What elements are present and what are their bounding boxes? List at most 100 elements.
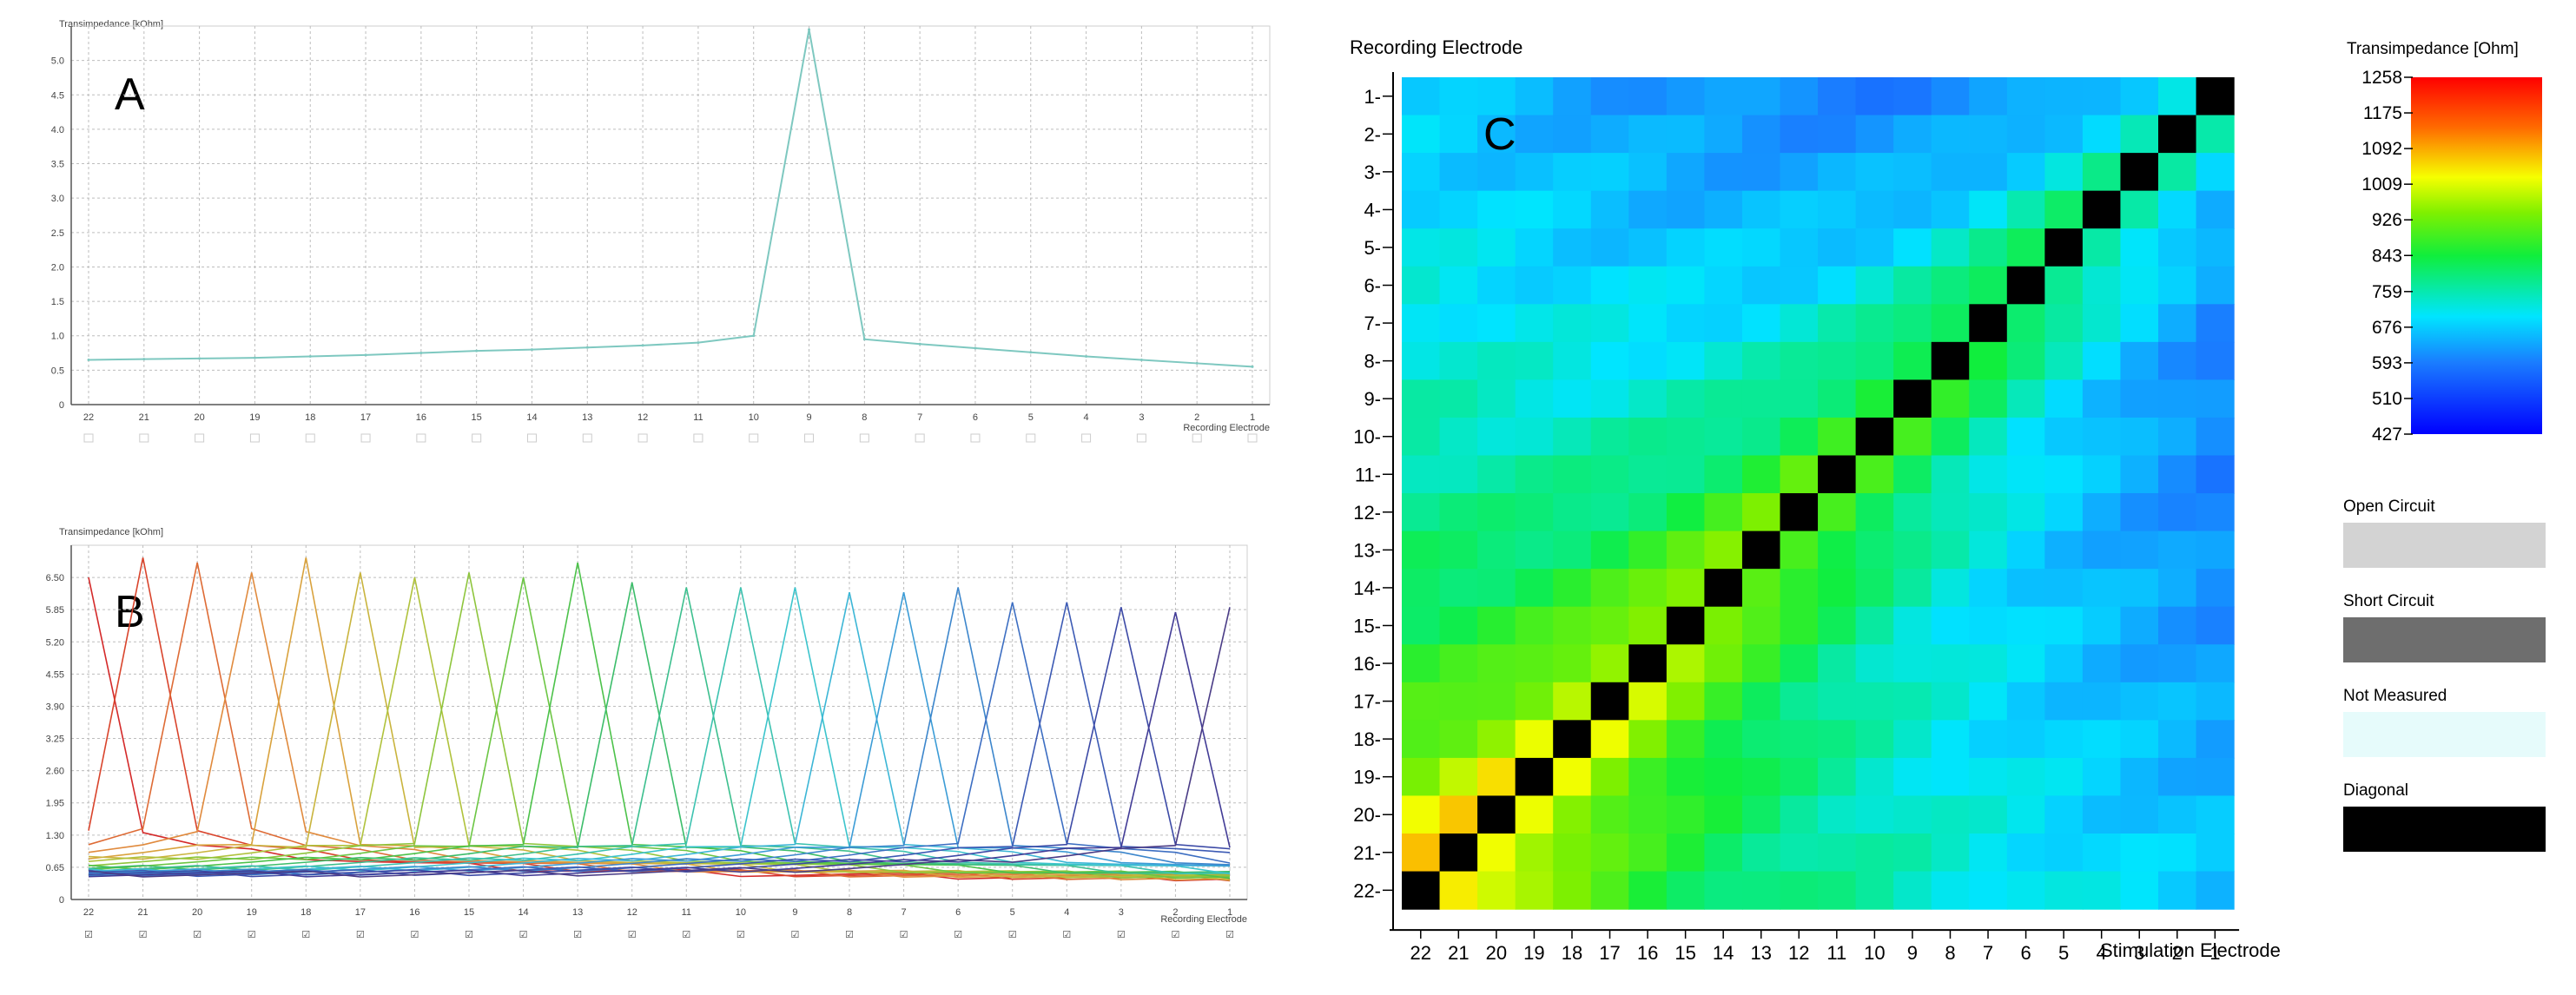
heatmap-cell: [1477, 720, 1516, 759]
heatmap-cell: [1590, 228, 1629, 267]
legend-swatch: [2343, 712, 2546, 757]
heatmap-cell: [1628, 379, 1668, 418]
legend-label: Short Circuit: [2343, 592, 2434, 610]
heatmap-cell: [1780, 379, 1819, 418]
x-tick-label: 4: [2097, 942, 2107, 964]
heatmap-cell: [1704, 266, 1743, 305]
heatmap-cell: [2120, 871, 2159, 910]
heatmap-cell: [1553, 115, 1592, 154]
heatmap-cell: [1628, 341, 1668, 380]
heatmap-cell: [1666, 795, 1705, 834]
data-point: [1029, 351, 1033, 354]
heatmap-cell: [1741, 871, 1781, 910]
series-line: [88, 572, 1231, 881]
heatmap-cell: [1590, 455, 1629, 494]
heatmap-cell: [1780, 682, 1819, 721]
heatmap-cell: [1666, 228, 1705, 267]
heatmap-cell: [1402, 115, 1441, 154]
heatmap-cell: [1969, 77, 2008, 116]
heatmap-cell: [2082, 115, 2122, 154]
x-tick-label: 3: [2134, 942, 2144, 964]
x-tick-label: 12: [637, 412, 648, 423]
heatmap-cell: [1439, 77, 1478, 116]
heatmap-cell: [1855, 682, 1894, 721]
x-tick-label: 8: [847, 907, 852, 918]
heatmap-cell: [1477, 455, 1516, 494]
heatmap-cell: [2120, 304, 2159, 343]
heatmap-cell: [2158, 190, 2197, 229]
heatmap-cell: [1515, 228, 1554, 267]
heatmap-cell: [1893, 417, 1932, 457]
heatmap-cell: [2120, 379, 2159, 418]
y-tick-label: 14-: [1353, 577, 1381, 599]
heatmap-cell: [2006, 153, 2045, 192]
heatmap-cell: [2158, 720, 2197, 759]
heatmap-cell: [1931, 228, 1970, 267]
y-tick-label: 2.5: [51, 228, 64, 239]
heatmap-cell: [1553, 228, 1592, 267]
series-line: [88, 607, 1231, 878]
heatmap-cell: [1818, 757, 1857, 797]
heatmap-cell: [2044, 153, 2084, 192]
heatmap-cell: [1704, 569, 1743, 608]
heatmap-cell: [1704, 871, 1743, 910]
heatmap-cell: [1855, 77, 1894, 116]
x-tick-label: 19: [1523, 942, 1544, 964]
heatmap-cell: [1931, 493, 1970, 532]
heatmap-cell: [1553, 644, 1592, 683]
legend-swatch: [2343, 523, 2546, 568]
series-checkbox: [83, 433, 94, 443]
heatmap-cell: [2082, 304, 2122, 343]
y-tick-label: 20-: [1353, 804, 1381, 826]
heatmap-cell: [1780, 530, 1819, 570]
heatmap-cell: [1893, 795, 1932, 834]
heatmap-cell: [1704, 682, 1743, 721]
heatmap-cell: [1741, 682, 1781, 721]
x-tick-label: 16: [1637, 942, 1658, 964]
x-tick-label: 7: [917, 412, 922, 423]
y-tick-label: 5.20: [46, 637, 64, 648]
heatmap-cell: [1893, 379, 1932, 418]
heatmap-cell: [2120, 795, 2159, 834]
heatmap-cell: [1628, 530, 1668, 570]
heatmap-cell: [1780, 153, 1819, 192]
heatmap-cell: [2044, 455, 2084, 494]
heatmap-cell: [1402, 455, 1441, 494]
heatmap-cell: [1741, 834, 1781, 873]
y-tick-label: 2-: [1364, 123, 1381, 145]
heatmap-cell: [1704, 644, 1743, 683]
heatmap-cell: [2120, 455, 2159, 494]
series-checkbox: ☑: [248, 930, 256, 940]
y-tick-label: 11-: [1355, 464, 1381, 485]
heatmap-cell: [1515, 190, 1554, 229]
y-tick-label: 2.60: [46, 767, 64, 777]
heatmap-cell: [1704, 304, 1743, 343]
data-point: [198, 357, 201, 360]
heatmap-cell: [2158, 266, 2197, 305]
heatmap-cell: [1741, 153, 1781, 192]
colorbar-tick-label: 1175: [2363, 103, 2402, 123]
x-tick-label: 5: [1010, 907, 1015, 918]
series-line: [88, 587, 1231, 877]
y-tick-label: 5.0: [51, 56, 64, 67]
heatmap-cell: [1553, 757, 1592, 797]
heatmap-cell: [1969, 379, 2008, 418]
heatmap-cell: [1780, 266, 1819, 305]
series-checkbox: ☑: [465, 930, 473, 940]
heatmap-cell: [1439, 530, 1478, 570]
heatmap-cell: [1704, 757, 1743, 797]
heatmap-cell: [1893, 530, 1932, 570]
heatmap-cell: [1477, 795, 1516, 834]
heatmap-cell: [1969, 341, 2008, 380]
y-tick-label: 9-: [1364, 388, 1381, 410]
series-line: [88, 592, 1231, 876]
heatmap-cell: [2158, 682, 2197, 721]
data-point: [142, 358, 146, 361]
y-tick-label: 6-: [1364, 275, 1381, 297]
legend-swatch: [2343, 617, 2546, 662]
heatmap-cell: [1477, 569, 1516, 608]
heatmap-cell: [1402, 341, 1441, 380]
heatmap-cell: [1741, 115, 1781, 154]
heatmap-cell: [1590, 834, 1629, 873]
heatmap-cell: [1969, 304, 2008, 343]
